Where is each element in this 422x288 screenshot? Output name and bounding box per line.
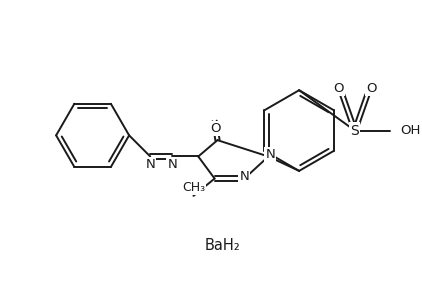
- Text: BaH₂: BaH₂: [204, 238, 240, 253]
- Text: S: S: [350, 124, 359, 138]
- Text: O: O: [210, 122, 221, 135]
- Text: N: N: [145, 158, 155, 171]
- Text: N: N: [265, 148, 275, 161]
- Text: N: N: [240, 170, 249, 183]
- Text: O: O: [366, 82, 376, 95]
- Text: N: N: [168, 158, 177, 171]
- Text: O: O: [333, 82, 344, 95]
- Text: OH: OH: [400, 124, 420, 137]
- Text: CH₃: CH₃: [182, 181, 205, 194]
